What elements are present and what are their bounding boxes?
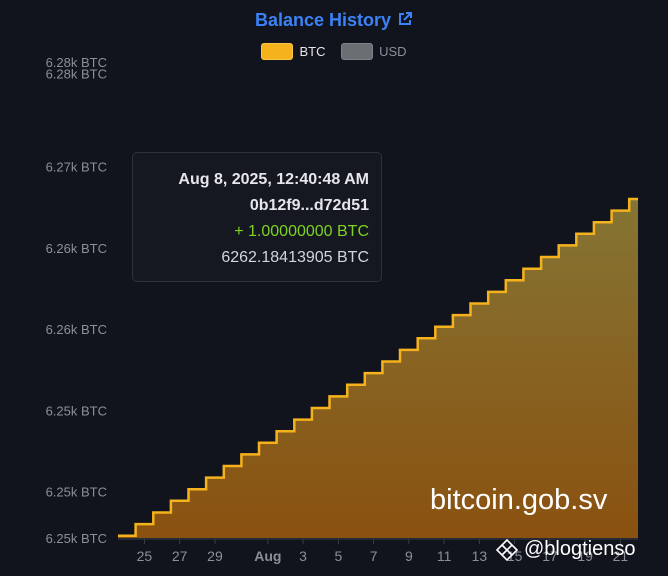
y-tick-label: 6.25k BTC <box>46 531 107 546</box>
legend-swatch-usd <box>341 43 374 60</box>
x-tick-label: 27 <box>172 548 188 564</box>
legend-label-usd: USD <box>379 44 407 59</box>
area-fill <box>118 199 638 538</box>
chart-title-text[interactable]: Balance History <box>254 10 392 30</box>
tooltip-balance: 6262.18413905 BTC <box>221 249 369 266</box>
series-line-btc[interactable] <box>118 197 638 537</box>
binance-diamond-icon <box>496 538 518 561</box>
y-tick-label: 6.25k BTC <box>46 485 107 500</box>
x-tick-label: 5 <box>334 548 342 564</box>
x-tick-label: 15 <box>507 548 523 564</box>
y-tick-label: 6.26k BTC <box>46 241 107 256</box>
x-tick-label: Aug <box>254 548 281 564</box>
y-tick-label: 6.27k BTC <box>46 159 107 174</box>
legend-label-btc: BTC <box>299 44 326 59</box>
y-tick-label: 6.26k BTC <box>46 322 107 337</box>
y-tick-label: 6.28k BTC <box>46 55 107 70</box>
chart-tooltip: Aug 8, 2025, 12:40:48 AM 0b12f9...d72d51… <box>132 152 382 282</box>
x-tick-label: 29 <box>207 548 223 564</box>
x-axis: 25 27 29 Aug 3 5 7 9 11 13 15 17 19 21 <box>137 539 629 564</box>
x-tick-label: 17 <box>542 548 558 564</box>
x-tick-label: 13 <box>472 548 488 564</box>
x-tick-label: 11 <box>437 548 452 564</box>
legend-swatch-btc <box>261 43 294 60</box>
site-watermark: bitcoin.gob.sv <box>430 484 608 516</box>
x-tick-label: 25 <box>137 548 153 564</box>
tooltip-tx-id: 0b12f9...d72d51 <box>249 197 369 214</box>
tooltip-date: Aug 8, 2025, 12:40:48 AM <box>178 171 369 188</box>
x-tick-label: 19 <box>577 548 593 564</box>
tooltip-amount: + 1.00000000 BTC <box>234 223 369 240</box>
credit-watermark: @blogtienso <box>496 538 635 561</box>
x-tick-label: 7 <box>370 548 378 564</box>
chart-title[interactable]: Balance History <box>0 10 668 31</box>
legend-item-btc[interactable]: BTC <box>261 43 325 60</box>
legend-item-usd[interactable]: USD <box>341 43 407 60</box>
y-tick-label: 6.28k BTC <box>46 67 107 82</box>
external-link-icon[interactable] <box>397 11 413 27</box>
x-tick-label: 3 <box>299 548 307 564</box>
y-tick-label: 6.25k BTC <box>46 403 107 418</box>
credit-text: @blogtienso <box>524 538 636 560</box>
x-tick-label: 9 <box>405 548 413 564</box>
x-tick-label: 21 <box>613 548 629 564</box>
chart-legend: BTC USD <box>0 43 668 63</box>
